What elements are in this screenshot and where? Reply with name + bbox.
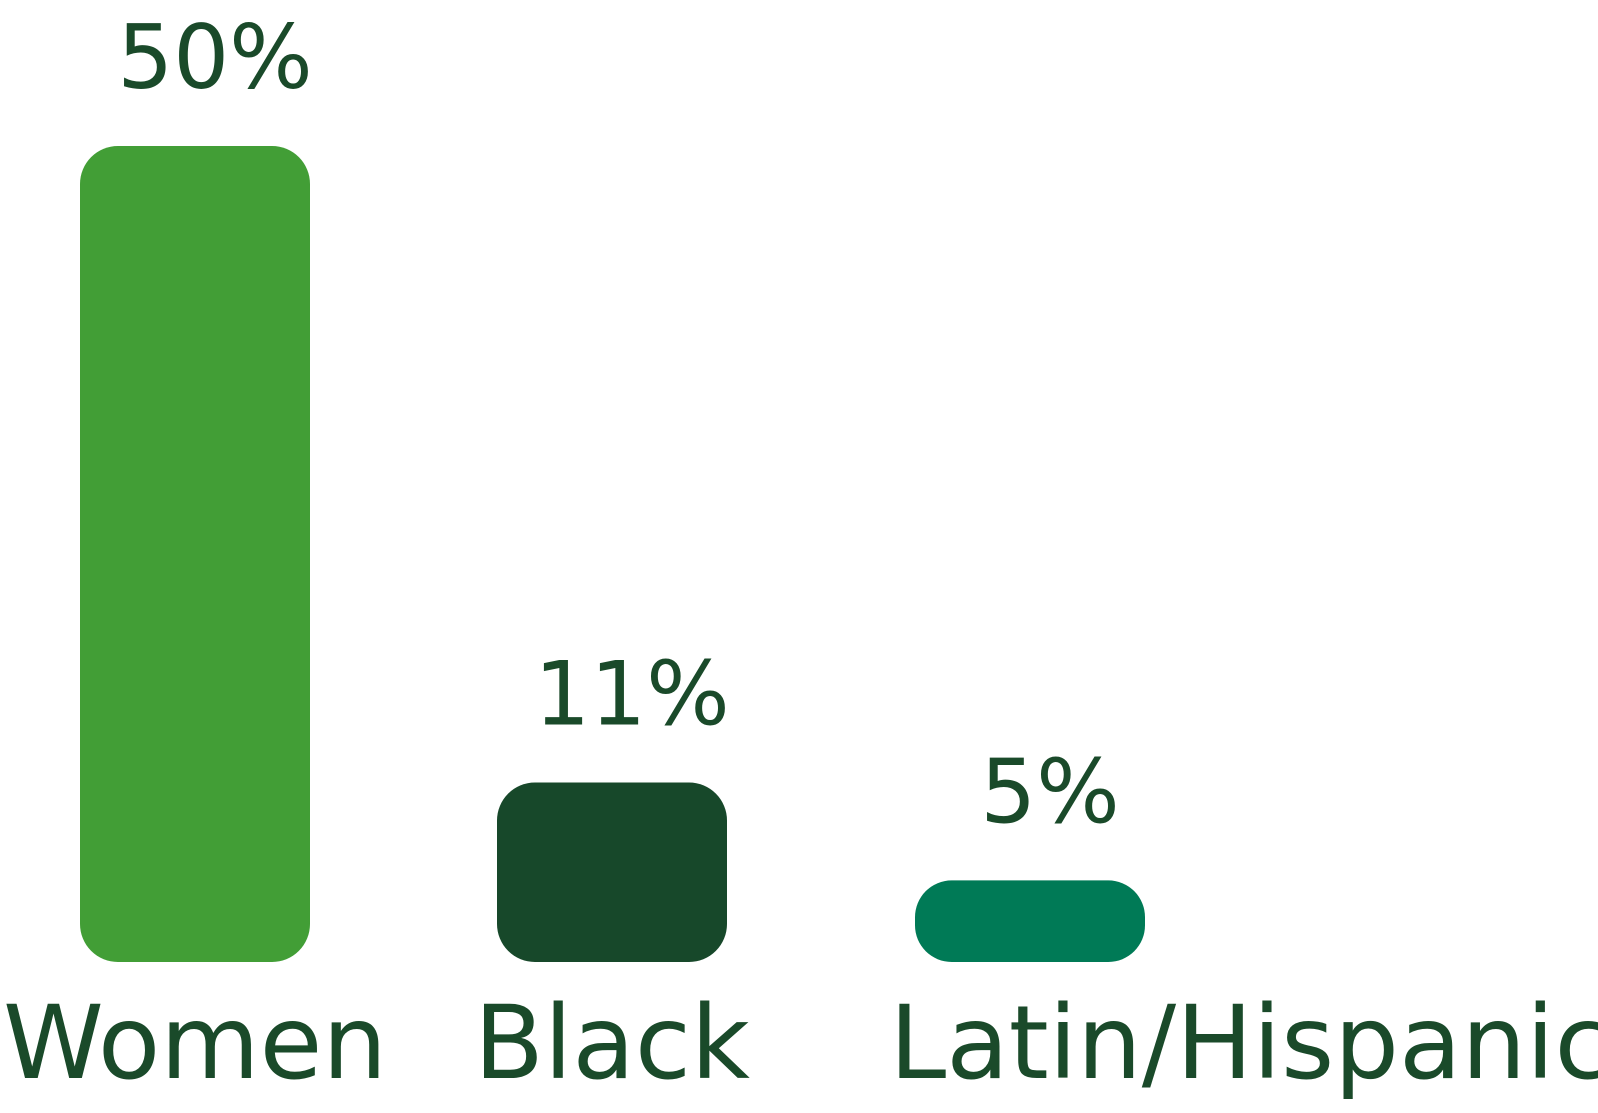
category-label-latin-hispanic: Latin/Hispanic [889,984,1598,1103]
data-label-women: 50% [117,6,313,109]
bar-black [497,782,727,962]
bar-women [80,146,310,962]
data-label-black: 11% [534,642,730,745]
data-label-latin-hispanic: 5% [980,740,1120,843]
category-label-black: Black [474,984,750,1103]
bar-latin-hispanic [915,880,1145,962]
category-label-women: Women [3,984,387,1103]
